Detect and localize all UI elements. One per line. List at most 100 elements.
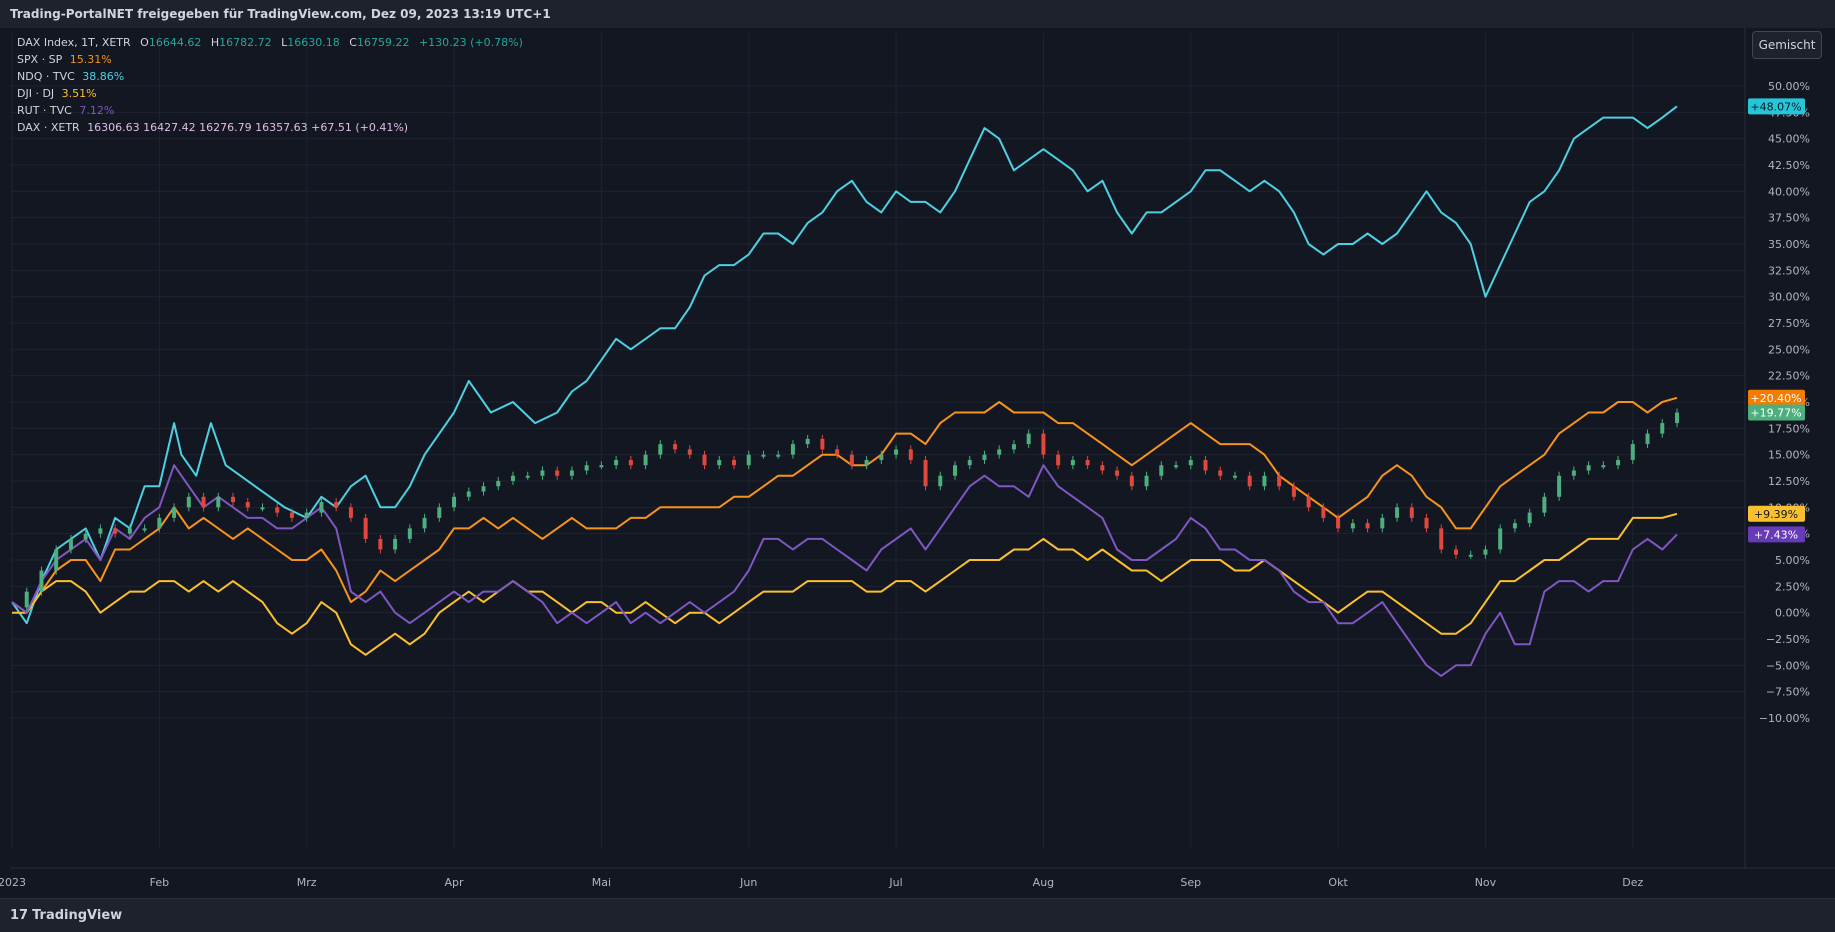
y-tick-label: −7.50%: [1766, 686, 1810, 699]
candle-body: [628, 459, 633, 466]
legend-item-value: 38.86%: [82, 70, 125, 83]
x-tick-label: Mai: [592, 876, 611, 889]
x-tick-label: Feb: [150, 876, 169, 889]
candle-body: [466, 491, 471, 497]
tradingview-logo-icon: 17: [10, 908, 29, 923]
price-badge-label: +48.07%: [1750, 100, 1801, 113]
candle-body: [731, 459, 736, 466]
legend-main[interactable]: DAX Index, 1T, XETR O16644.62 H16782.72 …: [17, 34, 523, 51]
legend-item-rut[interactable]: RUT · TVC 7.12%: [17, 102, 523, 119]
candle-body: [1468, 554, 1473, 557]
tradingview-brand: TradingView: [32, 908, 123, 923]
candle-body: [1306, 496, 1311, 508]
candle-body: [790, 444, 795, 455]
candle-body: [1336, 517, 1341, 529]
candle-body: [1601, 465, 1606, 468]
candle-body: [555, 470, 560, 476]
legend-o-label: O: [140, 36, 149, 49]
candle-body: [1115, 470, 1120, 476]
candle-body: [953, 465, 958, 476]
candle-body: [761, 454, 766, 457]
candle-body: [982, 454, 987, 460]
candle-body: [510, 475, 515, 481]
candle-body: [1262, 475, 1267, 487]
candle-body: [334, 502, 339, 508]
candle-body: [54, 549, 59, 571]
legend-item-value: 3.51%: [61, 87, 97, 100]
candle-body: [1174, 465, 1179, 468]
series-line: [11, 105, 1678, 625]
candle-body: [275, 507, 280, 513]
y-tick-label: 15.00%: [1768, 449, 1810, 462]
candle-body: [1129, 475, 1134, 487]
candle-body: [569, 470, 574, 476]
chart-area[interactable]: 50.00%47.50%45.00%42.50%40.00%37.50%35.0…: [0, 28, 1835, 898]
candle-body: [938, 475, 943, 487]
candle-body: [186, 496, 191, 508]
candle-body: [260, 507, 265, 510]
candle-body: [172, 507, 177, 518]
candle-body: [894, 449, 899, 455]
candle-body: [216, 496, 221, 508]
legend: DAX Index, 1T, XETR O16644.62 H16782.72 …: [17, 34, 523, 136]
candle-body: [1498, 528, 1503, 550]
candle-body: [113, 528, 118, 534]
legend-item-dax[interactable]: DAX · XETR 16306.63 16427.42 16276.79 16…: [17, 119, 523, 136]
legend-item-spx[interactable]: SPX · SP 15.31%: [17, 51, 523, 68]
candle-body: [1527, 512, 1532, 524]
scale-mode-button[interactable]: Gemischt: [1752, 31, 1822, 59]
series-line: [11, 464, 1678, 677]
y-tick-label: 35.00%: [1768, 238, 1810, 251]
y-tick-label: 12.50%: [1768, 475, 1810, 488]
candle-body: [923, 459, 928, 487]
price-badge-label: +20.40%: [1750, 392, 1801, 405]
candle-body: [776, 454, 781, 457]
series-line: [12, 512, 1678, 656]
candle-body: [673, 444, 678, 450]
candle-body: [68, 538, 73, 550]
candle-body: [643, 454, 648, 466]
legend-item-value: 16306.63 16427.42 16276.79 16357.63 +67.…: [87, 121, 409, 134]
candle-body: [245, 502, 250, 508]
candle-body: [1291, 486, 1296, 497]
legend-item-symbol: DAX · XETR: [17, 121, 80, 134]
x-tick-label: Jun: [739, 876, 757, 889]
candle-body: [452, 496, 457, 508]
candle-body: [407, 528, 412, 539]
candle-body: [1645, 433, 1650, 445]
candle-body: [363, 517, 368, 539]
candle-body: [1660, 423, 1665, 434]
candle-body: [1218, 470, 1223, 476]
chart-svg[interactable]: 50.00%47.50%45.00%42.50%40.00%37.50%35.0…: [0, 28, 1835, 898]
y-tick-label: 30.00%: [1768, 291, 1810, 304]
candle-body: [805, 438, 810, 445]
price-badge-label: +19.77%: [1750, 407, 1801, 420]
y-tick-label: 37.50%: [1768, 212, 1810, 225]
x-tick-label: Dez: [1622, 876, 1643, 889]
candle-body: [1144, 475, 1149, 487]
candle-body: [39, 570, 44, 592]
candle-body: [1439, 528, 1444, 550]
y-tick-label: 0.00%: [1775, 607, 1810, 620]
candle-body: [289, 512, 294, 518]
legend-low: 16630.18: [287, 36, 340, 49]
x-tick-label: Sep: [1180, 876, 1201, 889]
legend-item-dji[interactable]: DJI · DJ 3.51%: [17, 85, 523, 102]
header-bar: Trading-PortalNET freigegeben für Tradin…: [0, 0, 1835, 29]
legend-change: +130.23 (+0.78%): [418, 36, 523, 49]
candle-body: [1395, 507, 1400, 518]
legend-h-label: H: [210, 36, 220, 49]
candle-body: [1321, 507, 1326, 518]
candle-body: [997, 449, 1002, 455]
legend-l-label: L: [281, 36, 288, 49]
price-badge: [1748, 389, 1805, 406]
candle-body: [127, 528, 132, 534]
legend-main-symbol: DAX Index, 1T, XETR: [17, 36, 131, 49]
candle-body: [1675, 412, 1679, 424]
candle-body: [1586, 465, 1591, 471]
y-tick-label: 32.50%: [1768, 264, 1810, 277]
legend-item-ndq[interactable]: NDQ · TVC 38.86%: [17, 68, 523, 85]
price-badge: [1748, 98, 1805, 115]
tradingview-logo[interactable]: 17 TradingView: [10, 908, 122, 923]
price-badge-label: +9.39%: [1754, 508, 1798, 521]
